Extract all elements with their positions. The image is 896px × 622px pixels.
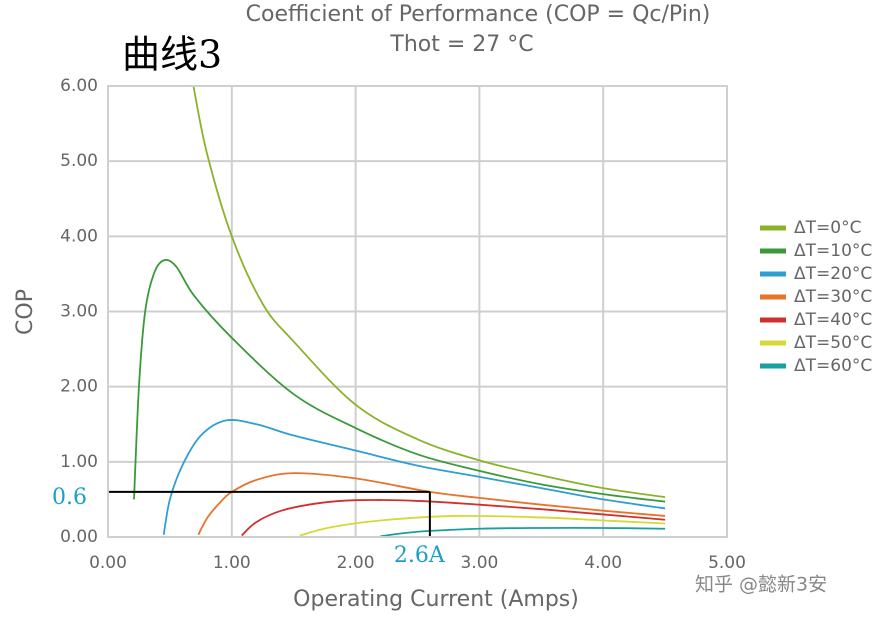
series-line bbox=[380, 526, 666, 538]
x-tick-label: 1.00 bbox=[213, 553, 251, 573]
y-tick-label: 3.00 bbox=[60, 302, 98, 322]
y-tick-label: 0.00 bbox=[60, 527, 98, 547]
guide-label: 2.6A bbox=[394, 543, 446, 568]
series-line bbox=[299, 514, 666, 537]
series-line bbox=[197, 472, 666, 536]
legend-label: ΔT=30°C bbox=[794, 287, 872, 307]
legend-label: ΔT=40°C bbox=[794, 310, 872, 330]
plot-frame bbox=[107, 85, 728, 538]
legend-label: ΔT=60°C bbox=[794, 356, 872, 376]
legend-label: ΔT=20°C bbox=[794, 264, 872, 284]
series-line bbox=[133, 259, 666, 503]
series-line bbox=[162, 419, 666, 535]
x-tick-label: 5.00 bbox=[708, 553, 746, 573]
series-line bbox=[192, 85, 666, 499]
x-tick-label: 2.00 bbox=[337, 553, 375, 573]
x-tick-label: 0.00 bbox=[89, 553, 127, 573]
chart-subtitle: Thot = 27 °C bbox=[389, 32, 533, 57]
x-tick-label: 4.00 bbox=[584, 553, 622, 573]
annotation-title: 曲线3 bbox=[122, 33, 222, 77]
legend-label: ΔT=0°C bbox=[794, 218, 861, 238]
y-axis-label: COP bbox=[13, 289, 38, 335]
legend-label: ΔT=10°C bbox=[794, 241, 872, 261]
series-line bbox=[241, 499, 666, 537]
x-tick-label: 3.00 bbox=[460, 553, 498, 573]
y-tick-label: 5.00 bbox=[60, 151, 98, 171]
y-tick-label: 6.00 bbox=[60, 76, 98, 96]
watermark: 知乎 @懿新3安 bbox=[695, 574, 827, 596]
y-tick-label: 2.00 bbox=[60, 377, 98, 397]
guide-label: 0.6 bbox=[52, 485, 87, 510]
legend-label: ΔT=50°C bbox=[794, 333, 872, 353]
y-tick-label: 4.00 bbox=[60, 226, 98, 246]
x-axis-label: Operating Current (Amps) bbox=[293, 587, 579, 612]
y-tick-label: 1.00 bbox=[60, 452, 98, 472]
chart-title: Coefficient of Performance (COP = Qc/Pin… bbox=[246, 2, 711, 27]
